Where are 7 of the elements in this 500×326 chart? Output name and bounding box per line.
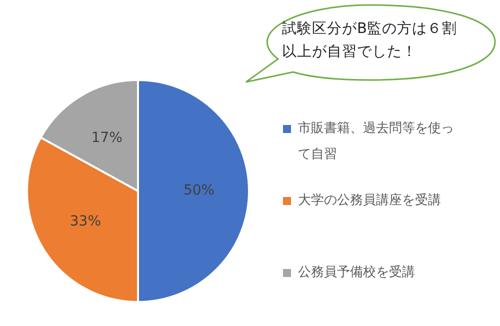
legend-label: 市販書籍、過去問等を使って自習 <box>298 120 455 164</box>
data-label: 17% <box>91 130 122 146</box>
data-label: 33% <box>70 214 102 230</box>
legend-label: 大学の公務員講座を受講 <box>298 192 442 210</box>
text: 試験区分がB監の方は６割以上が自習でした！ <box>282 20 458 62</box>
data-label: 50% <box>183 182 215 199</box>
legend-label: 公務員予備校を受講 <box>298 264 416 282</box>
